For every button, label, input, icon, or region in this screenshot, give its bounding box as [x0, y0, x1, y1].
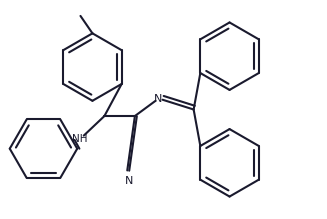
Text: N: N — [125, 176, 134, 186]
Text: NH: NH — [72, 134, 87, 144]
Text: N: N — [154, 94, 162, 104]
